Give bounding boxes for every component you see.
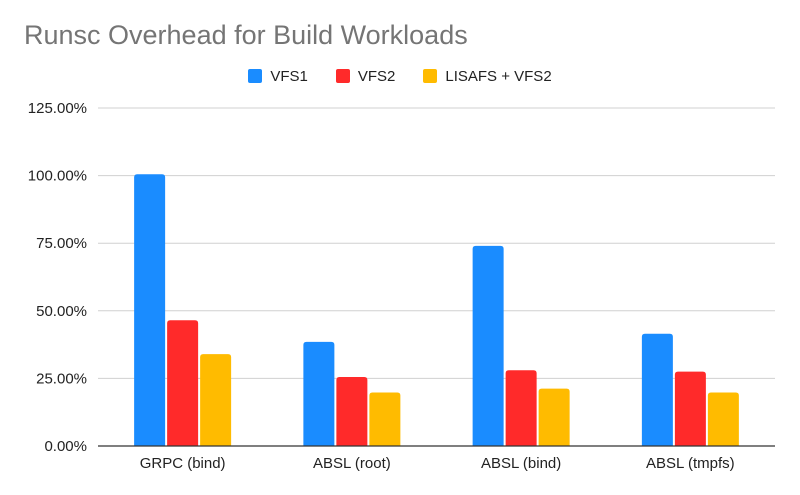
y-tick-label: 100.00% bbox=[28, 168, 87, 185]
y-tick-label: 50.00% bbox=[36, 303, 87, 320]
bar-vfs1-2 bbox=[472, 245, 504, 446]
legend-label-lisafs-vfs2: LISAFS + VFS2 bbox=[445, 67, 552, 85]
x-category-label: ABSL (root) bbox=[313, 455, 391, 472]
bar-lisafs-vfs2-0 bbox=[200, 354, 232, 446]
bar-vfs1-1 bbox=[303, 341, 335, 446]
legend-item-vfs1: VFS1 bbox=[248, 68, 308, 85]
bar-vfs1-0 bbox=[134, 174, 166, 447]
y-axis-tick-labels: 0.00% 25.00% 50.00% 75.00% 100.00% 125.00% bbox=[28, 100, 87, 455]
gridlines bbox=[98, 107, 775, 379]
y-tick-label: 0.00% bbox=[44, 438, 87, 455]
legend-item-lisafs-vfs2: LISAFS + VFS2 bbox=[423, 67, 552, 85]
bars bbox=[134, 174, 739, 447]
bar-lisafs-vfs2-2 bbox=[538, 388, 570, 446]
y-tick-label: 75.00% bbox=[36, 235, 87, 252]
legend-swatch-vfs1 bbox=[248, 69, 263, 83]
x-axis-category-labels: GRPC (bind) ABSL (root) ABSL (bind) ABSL (t… bbox=[140, 455, 735, 472]
chart-title: Runsc Overhead for Build Workloads bbox=[24, 20, 468, 50]
legend-swatch-vfs2 bbox=[335, 69, 350, 83]
legend-label-vfs1: VFS1 bbox=[270, 67, 308, 85]
bar-vfs2-1 bbox=[336, 377, 368, 446]
bar-vfs2-3 bbox=[674, 371, 706, 446]
y-tick-label: 125.00% bbox=[28, 100, 87, 117]
bar-lisafs-vfs2-3 bbox=[707, 392, 739, 446]
bar-vfs1-3 bbox=[641, 333, 673, 446]
x-category-label: GRPC (bind) bbox=[140, 455, 226, 472]
legend-swatch-lisafs-vfs2 bbox=[423, 69, 438, 83]
legend-item-vfs2: VFS2 bbox=[335, 67, 396, 85]
bar-lisafs-vfs2-1 bbox=[369, 392, 401, 446]
legend-label-vfs2: VFS2 bbox=[357, 67, 396, 85]
legend: VFS1 VFS2 LISAFS + VFS2 bbox=[0, 64, 800, 88]
y-tick-label: 25.00% bbox=[36, 370, 87, 387]
x-category-label: ABSL (bind) bbox=[481, 455, 561, 472]
bar-vfs2-2 bbox=[505, 370, 537, 446]
x-category-label: ABSL (tmpfs) bbox=[646, 455, 735, 472]
bar-vfs2-0 bbox=[167, 320, 199, 446]
